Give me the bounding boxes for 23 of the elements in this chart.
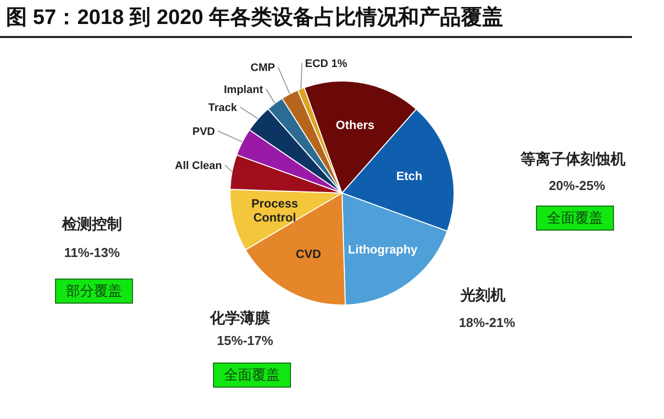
slice-label: CVD [296, 246, 322, 261]
text: 检测控制 [62, 216, 122, 234]
text: 20%-25% [548, 178, 606, 194]
slice-label: Lithography [348, 242, 418, 256]
text: 部分覆盖 [55, 278, 133, 304]
slice-label: Implant [224, 84, 264, 96]
text: 18%-21% [458, 315, 516, 331]
slice-label: Process Control [251, 196, 298, 224]
text: 全面覆盖 [536, 206, 614, 230]
slice-label: Etch [396, 169, 422, 184]
slice-label: PVD [192, 126, 216, 138]
slice-label: Others [336, 118, 375, 132]
text: 等离子体刻蚀机 [520, 151, 626, 169]
slice-label: All Clean [174, 160, 222, 172]
text: 全面覆盖 [213, 362, 291, 388]
slice-label: ECD 1% [305, 58, 348, 70]
text: 15%-17% [216, 333, 274, 349]
chart-title: 图 57：2018 到 2020 年各类设备占比情况和产品覆盖 [6, 5, 504, 31]
slice-label: CMP [250, 62, 275, 74]
text: 光刻机 [460, 287, 506, 305]
text: 11%-13% [64, 245, 120, 261]
slice-label: Track [208, 102, 238, 114]
text: 化学薄膜 [210, 310, 270, 328]
